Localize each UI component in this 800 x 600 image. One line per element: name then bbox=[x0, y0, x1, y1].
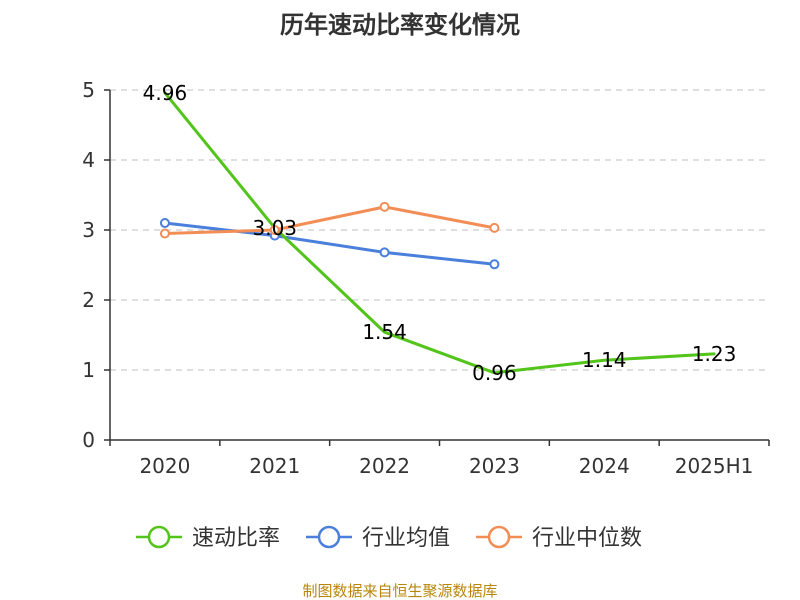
legend-label: 行业中位数 bbox=[532, 526, 642, 551]
series-point bbox=[159, 218, 170, 228]
series-point bbox=[159, 228, 170, 239]
legend-marker-1 bbox=[317, 525, 341, 549]
axes bbox=[109, 90, 769, 441]
series-line-1 bbox=[163, 221, 496, 266]
data-label: 3.03 bbox=[252, 216, 297, 240]
x-tick-label: 2021 bbox=[249, 454, 300, 478]
legend-marker-0 bbox=[147, 525, 171, 549]
series-point bbox=[379, 201, 390, 212]
series-point bbox=[489, 259, 500, 270]
x-axis-ticks: 2020 2021 2022 2023 2024 2025H1 bbox=[109, 440, 770, 478]
legend-label: 速动比率 bbox=[192, 526, 280, 551]
chart-title: 历年速动比率变化情况 bbox=[280, 11, 520, 39]
data-label: 1.14 bbox=[582, 348, 627, 372]
legend-label: 行业均值 bbox=[362, 526, 450, 551]
x-tick-label: 2022 bbox=[359, 454, 410, 478]
y-tick-label: 1 bbox=[82, 358, 95, 382]
legend-marker-2 bbox=[487, 525, 511, 549]
data-label: 1.23 bbox=[692, 342, 737, 366]
x-tick-label: 2024 bbox=[579, 454, 630, 478]
y-tick-label: 4 bbox=[82, 148, 95, 172]
source-note: 制图数据来自恒生聚源数据库 bbox=[302, 582, 497, 600]
series-lines bbox=[163, 91, 716, 375]
data-label: 0.96 bbox=[472, 361, 517, 385]
series-line-2 bbox=[163, 205, 496, 235]
x-tick-label: 2020 bbox=[139, 454, 190, 478]
y-tick-label: 0 bbox=[82, 428, 95, 452]
data-labels: 4.96 3.03 1.54 0.96 1.14 1.23 bbox=[143, 81, 737, 385]
series-point bbox=[269, 225, 280, 235]
series-point bbox=[489, 222, 500, 233]
gridlines bbox=[110, 89, 769, 371]
legend: 速动比率 行业均值 行业中位数 bbox=[136, 525, 642, 551]
x-tick-label: 2025H1 bbox=[675, 454, 754, 478]
series-point bbox=[379, 247, 390, 258]
data-label: 1.54 bbox=[362, 320, 407, 344]
y-tick-label: 2 bbox=[82, 288, 95, 312]
x-tick-label: 2023 bbox=[469, 454, 520, 478]
series-markers bbox=[159, 201, 500, 270]
series-line-0 bbox=[163, 91, 716, 375]
y-tick-label: 3 bbox=[82, 218, 95, 242]
data-label: 4.96 bbox=[143, 81, 188, 105]
y-tick-label: 5 bbox=[82, 78, 95, 102]
y-axis-ticks: 0 1 2 3 4 5 bbox=[82, 78, 110, 452]
